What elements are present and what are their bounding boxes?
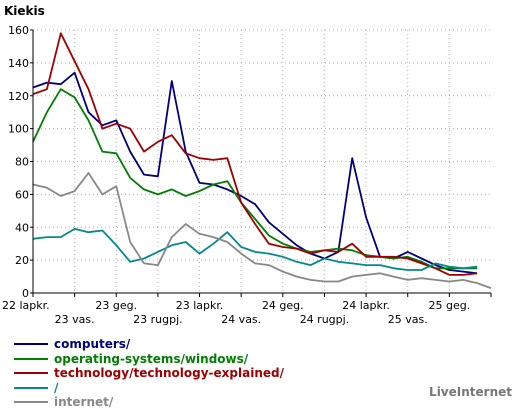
x-tick-label: 23 geg. xyxy=(95,299,137,312)
x-tick-label: 24 geg. xyxy=(262,299,304,312)
legend-label: technology/technology-explained/ xyxy=(54,366,284,381)
y-tick-label: 0 xyxy=(22,287,29,300)
legend-swatch xyxy=(14,386,48,389)
x-tick-label: 23 vas. xyxy=(55,313,95,326)
series-line-4 xyxy=(32,172,492,289)
y-tick-label: 40 xyxy=(15,221,29,234)
legend-label: internet/ xyxy=(54,395,114,410)
x-axis: 22 lapkr. 23 geg. 23 lapkr. 24 geg. 24 lapkr… xyxy=(2,293,492,326)
x-tick-label: 24 rugpj. xyxy=(300,313,350,326)
x-tick-label: 23 rugpj. xyxy=(133,313,183,326)
y-tick-label: 160 xyxy=(8,24,29,37)
y-tick-label: 120 xyxy=(8,90,29,103)
legend-label: / xyxy=(54,380,59,395)
watermark: LiveInternet xyxy=(429,385,512,399)
legend-swatch xyxy=(14,372,48,375)
x-tick-label: 24 lapkr. xyxy=(342,299,390,312)
y-axis: 0 20 40 60 80 100 120 140 160 xyxy=(8,24,33,300)
x-tick-label: 25 vas. xyxy=(388,313,428,326)
y-tick-label: 100 xyxy=(8,123,29,136)
legend-label: computers/ xyxy=(54,337,131,352)
series-line-0 xyxy=(32,71,478,275)
legend-item: internet/ xyxy=(14,395,284,410)
series-line-2 xyxy=(32,32,478,276)
chart-title: Kiekis xyxy=(4,4,45,18)
x-tick-label: 22 lapkr. xyxy=(2,299,50,312)
legend-item: / xyxy=(14,381,284,396)
legend-label: operating-systems/windows/ xyxy=(54,351,249,366)
y-tick-label: 20 xyxy=(15,254,29,267)
legend-swatch xyxy=(14,343,48,346)
legend-swatch xyxy=(14,401,48,404)
x-tick-label: 24 vas. xyxy=(221,313,261,326)
x-tick-label: 23 lapkr. xyxy=(176,299,224,312)
y-tick-label: 80 xyxy=(15,156,29,169)
series-lines xyxy=(32,32,492,289)
legend-swatch xyxy=(14,357,48,360)
x-tick-label: 25 geg. xyxy=(428,299,470,312)
legend-item: technology/technology-explained/ xyxy=(14,366,284,381)
y-tick-label: 60 xyxy=(15,188,29,201)
series-line-3 xyxy=(32,228,478,271)
legend-item: computers/ xyxy=(14,337,284,352)
legend-item: operating-systems/windows/ xyxy=(14,352,284,367)
y-tick-label: 140 xyxy=(8,57,29,70)
legend: computers/operating-systems/windows/tech… xyxy=(14,337,284,410)
